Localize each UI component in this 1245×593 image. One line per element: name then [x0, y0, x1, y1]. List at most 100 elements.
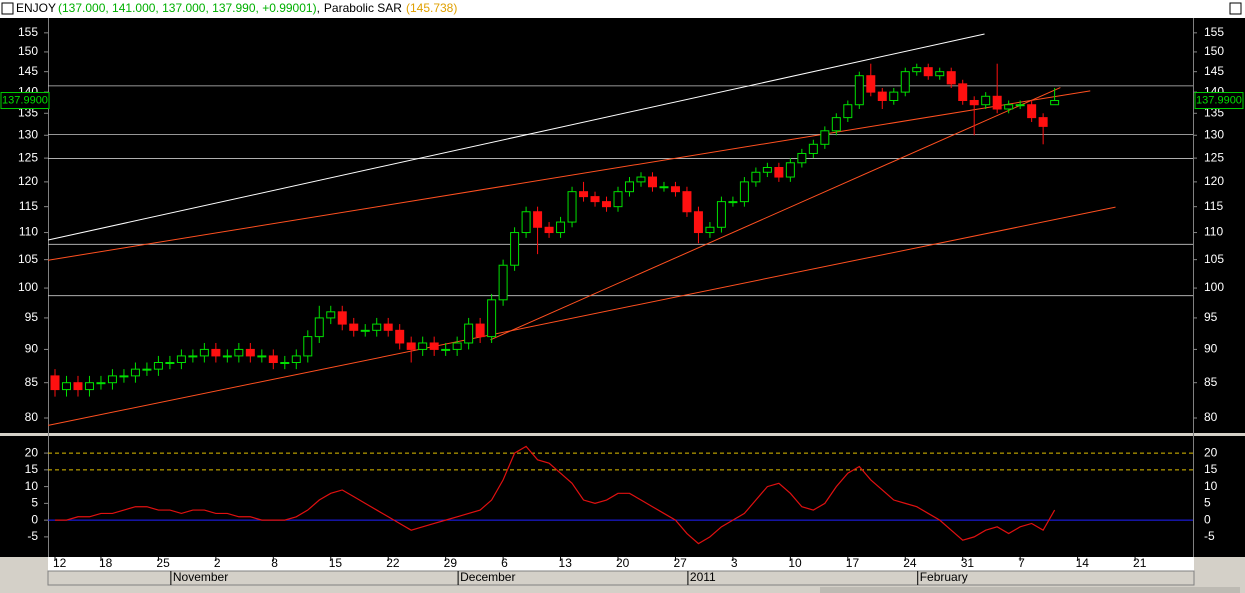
x-tick-label: 2 — [214, 556, 221, 570]
candle-body — [579, 191, 589, 198]
candle-body — [521, 211, 531, 234]
y-tick-label: 95 — [25, 310, 39, 324]
candle-body — [222, 355, 232, 358]
month-label: February — [920, 570, 968, 584]
x-tick-label: 22 — [386, 556, 400, 570]
candle-body — [866, 75, 876, 93]
y-tick-label: 80 — [1204, 410, 1218, 424]
y-tick-label: 95 — [1204, 310, 1218, 324]
candle-body — [142, 368, 152, 371]
candle-body — [682, 191, 692, 213]
candle-body — [130, 368, 140, 377]
candle-body — [199, 348, 209, 357]
candle-body — [797, 152, 807, 164]
y-tick-label: 110 — [1204, 225, 1223, 239]
x-tick-label: 12 — [53, 556, 67, 570]
ohlc-values: (137.000, 141.000, 137.000, 137.990, +0.… — [58, 1, 317, 15]
x-tick-label: 13 — [559, 556, 573, 570]
x-tick-label: 15 — [329, 556, 343, 570]
x-tick-label: 14 — [1076, 556, 1090, 570]
y-tick-label: 120 — [1204, 174, 1224, 188]
y-tick-label: 115 — [19, 199, 38, 213]
y-tick-label: 105 — [18, 252, 38, 266]
candle-body — [1038, 117, 1048, 127]
y-tick-label: 85 — [25, 375, 39, 389]
candle-body — [153, 361, 163, 370]
y-tick-label: 0 — [31, 512, 38, 526]
trendline — [490, 87, 1061, 341]
candle-body — [372, 323, 382, 331]
candle-body — [1004, 104, 1014, 110]
candle-body — [670, 186, 680, 193]
indicator-name: Parabolic SAR — [324, 1, 402, 15]
date-row — [48, 557, 1194, 571]
candle-body — [360, 329, 370, 332]
candle-body — [383, 323, 393, 331]
x-tick-label: 10 — [788, 556, 802, 570]
y-tick-label: 15 — [1204, 462, 1218, 476]
y-tick-label: 80 — [25, 410, 39, 424]
window-icon[interactable] — [1229, 2, 1242, 15]
scrollbar[interactable] — [820, 587, 1240, 593]
indicator-value: (145.738) — [406, 1, 457, 15]
candle-body — [395, 329, 405, 344]
price-tag — [1194, 92, 1244, 110]
candle-body — [1027, 104, 1037, 119]
x-tick-label: 3 — [731, 556, 738, 570]
trendline — [48, 206, 1116, 426]
y-tick-label: 105 — [1204, 252, 1224, 266]
y-tick-label: 90 — [1204, 342, 1218, 356]
x-tick-label: 31 — [961, 556, 975, 570]
candle-body — [61, 382, 71, 391]
candle-body — [165, 361, 175, 364]
y-tick-label: 0 — [1204, 512, 1211, 526]
candle-body — [647, 176, 657, 188]
candle-body — [556, 221, 566, 234]
candle-body — [958, 83, 968, 101]
chart-area — [0, 18, 1245, 557]
candle-body — [487, 299, 497, 338]
candle-body — [946, 71, 956, 85]
price-tag-label: 137.9900 — [2, 94, 48, 106]
y-tick-label: 85 — [1204, 375, 1218, 389]
candle-body — [464, 323, 474, 344]
candle-body — [900, 71, 910, 93]
trendline — [48, 90, 1091, 261]
y-tick-label: 15 — [25, 462, 39, 476]
y-tick-label: 145 — [18, 64, 38, 78]
candle-body — [567, 191, 577, 223]
candle-body — [590, 196, 600, 203]
y-tick-label: 150 — [1204, 44, 1224, 58]
y-tick-label: 100 — [18, 280, 38, 294]
candle-body — [693, 211, 703, 234]
candle-body — [820, 130, 830, 145]
candle-body — [291, 355, 301, 363]
candle-body — [739, 181, 749, 203]
candle-body — [280, 361, 290, 364]
y-tick-label: 10 — [1204, 479, 1218, 493]
x-tick-label: 27 — [673, 556, 687, 570]
candle-body — [969, 99, 979, 106]
window-icon — [1, 2, 14, 15]
candle-body — [636, 176, 646, 183]
y-tick-label: 125 — [18, 150, 38, 164]
x-tick-label: 25 — [156, 556, 170, 570]
candle-body — [406, 342, 416, 350]
candle-body — [50, 375, 60, 391]
y-tick-label: 145 — [1204, 64, 1224, 78]
month-row — [47, 570, 1195, 586]
candle-body — [935, 71, 945, 77]
candle-body — [510, 232, 520, 266]
candle-body — [84, 382, 94, 391]
candle-body — [337, 311, 347, 325]
y-tick-label: 20 — [25, 445, 39, 459]
candle-body — [659, 186, 669, 189]
candle-body — [613, 191, 623, 208]
candle-body — [211, 348, 221, 357]
x-tick-label: 21 — [1133, 556, 1147, 570]
month-label: November — [173, 570, 228, 584]
candle-body — [705, 226, 715, 234]
header-bar — [0, 0, 1245, 18]
x-tick-label: 8 — [271, 556, 278, 570]
